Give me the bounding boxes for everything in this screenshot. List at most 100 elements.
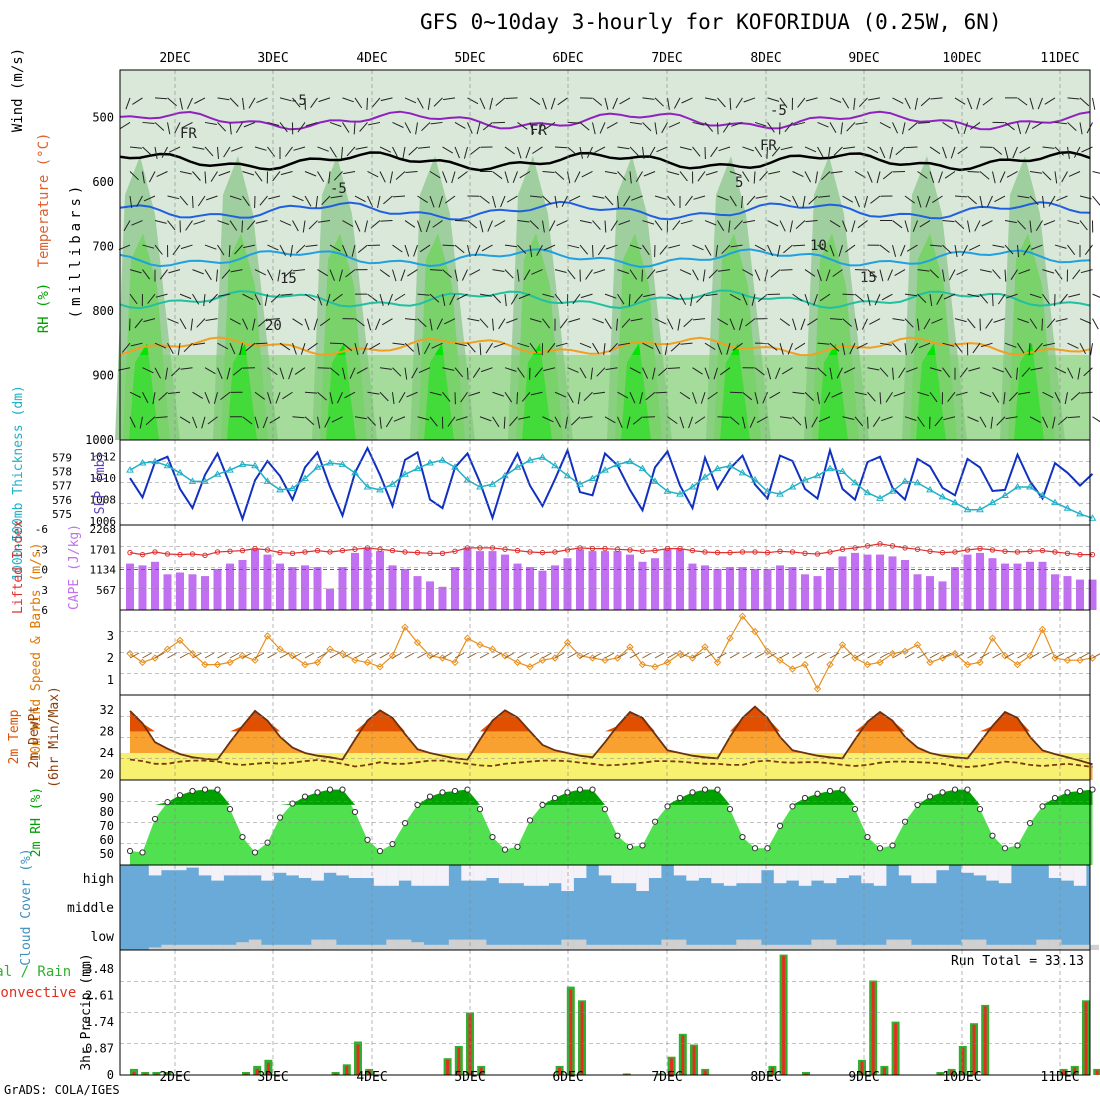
wind-barb bbox=[846, 122, 856, 132]
wind-barb bbox=[919, 220, 931, 228]
wind-barb bbox=[597, 244, 606, 256]
wind-barb bbox=[931, 318, 943, 324]
wind-barb bbox=[254, 269, 267, 276]
cape-bar bbox=[1051, 574, 1059, 610]
li-point bbox=[339, 547, 346, 554]
wind-barb bbox=[230, 269, 243, 273]
cloud-low-bar bbox=[448, 939, 462, 950]
wind-barb bbox=[408, 146, 418, 156]
rh2m-tick: 90 bbox=[100, 791, 114, 805]
wind-barb bbox=[836, 367, 843, 379]
wind-barb bbox=[767, 97, 780, 102]
wind-barb bbox=[407, 269, 418, 277]
isotherm-label: 15 bbox=[280, 271, 297, 287]
thickness-point bbox=[988, 498, 997, 506]
day-label-top: 3DEC bbox=[257, 51, 288, 66]
wind-barb bbox=[461, 269, 468, 281]
cloud-high-gap bbox=[498, 865, 512, 884]
wind-barb bbox=[942, 342, 955, 347]
li-tick: -3 bbox=[35, 543, 48, 556]
wind-barb bbox=[617, 391, 629, 399]
wind-barb-10m bbox=[629, 652, 640, 659]
wind-barb bbox=[853, 97, 856, 110]
thickness-point bbox=[226, 466, 234, 473]
rh2m-point bbox=[314, 789, 321, 796]
cloud-low-bar bbox=[823, 939, 837, 950]
slp-tick: 1006 bbox=[90, 515, 117, 528]
wind-barb bbox=[317, 367, 330, 369]
wind-barb bbox=[854, 293, 865, 303]
wind-barb bbox=[328, 171, 331, 184]
wind-barb bbox=[751, 294, 756, 306]
wind-barb-10m bbox=[667, 652, 677, 659]
wind-barb bbox=[567, 269, 576, 280]
precip-conv-bar bbox=[961, 1047, 965, 1075]
wind-barb bbox=[767, 367, 772, 380]
wind-barb bbox=[942, 367, 951, 378]
wind-barb bbox=[929, 367, 942, 372]
wind-barb bbox=[234, 244, 243, 255]
rh2m-point bbox=[851, 806, 859, 813]
wind-barb bbox=[380, 97, 393, 102]
cloud-high-gap bbox=[636, 865, 649, 891]
cape-bar bbox=[676, 549, 684, 610]
wind-barb bbox=[232, 367, 243, 376]
wind-barb-10m bbox=[604, 652, 615, 659]
wind-barb bbox=[702, 269, 706, 282]
wind-barb bbox=[292, 220, 299, 232]
wind-barb bbox=[129, 171, 139, 181]
cloud-low-bar bbox=[936, 944, 949, 950]
wind-barb bbox=[192, 146, 205, 150]
cape-bar bbox=[501, 554, 509, 610]
cloud-low-bar bbox=[998, 944, 1012, 950]
rh2m-point bbox=[151, 815, 159, 823]
wind-barb bbox=[267, 121, 280, 126]
thickness-point bbox=[676, 490, 684, 497]
rh2m-point bbox=[789, 803, 796, 810]
dewpoint-line bbox=[129, 758, 1093, 768]
cape-bar bbox=[488, 551, 497, 610]
wind-barb bbox=[294, 367, 306, 375]
wind-barb-10m bbox=[1029, 652, 1040, 659]
wind-barb bbox=[557, 97, 568, 106]
wind-barb bbox=[754, 146, 763, 158]
li-point bbox=[227, 548, 233, 554]
wind-barb bbox=[217, 367, 223, 379]
thickness-point bbox=[338, 460, 347, 467]
wind-barb bbox=[1054, 121, 1067, 125]
wind-barb bbox=[142, 244, 155, 249]
wind-barb bbox=[516, 392, 518, 405]
cape-bar bbox=[563, 558, 572, 610]
precip-conv-bar bbox=[703, 1070, 707, 1075]
wind-barb bbox=[667, 195, 676, 206]
wind-barb bbox=[1084, 244, 1093, 255]
cape-bar bbox=[876, 554, 884, 610]
wind-barb bbox=[813, 293, 818, 306]
li-point bbox=[389, 547, 396, 554]
cloud-low-bar bbox=[386, 939, 399, 950]
wind-barb bbox=[1018, 391, 1031, 395]
wind-barb bbox=[967, 293, 980, 298]
wind-barb-10m bbox=[804, 652, 815, 659]
li-point bbox=[564, 547, 571, 553]
li-point bbox=[439, 550, 446, 556]
wind-barb bbox=[692, 146, 701, 157]
wind-barb bbox=[985, 318, 993, 329]
cape-bar bbox=[863, 554, 872, 610]
wind10m-axis-label: 10m Wind Speed & Barbs (m/s) bbox=[29, 542, 44, 761]
li-point bbox=[527, 549, 533, 555]
wind-barb bbox=[784, 122, 793, 133]
wind-barb bbox=[867, 367, 880, 371]
wind-barb bbox=[554, 391, 567, 398]
wind-barb bbox=[1054, 171, 1058, 184]
wind-speed-point bbox=[451, 658, 459, 667]
wind-barb bbox=[355, 146, 368, 150]
wind-barb bbox=[229, 220, 238, 231]
cloud-low-bar bbox=[861, 944, 874, 950]
wind-barb bbox=[677, 318, 681, 331]
wind-barb bbox=[688, 416, 693, 429]
precip-conv-bar bbox=[804, 1073, 808, 1075]
rh2m-point bbox=[501, 846, 509, 853]
rh2m-point bbox=[1089, 786, 1096, 793]
li-point bbox=[127, 549, 133, 556]
